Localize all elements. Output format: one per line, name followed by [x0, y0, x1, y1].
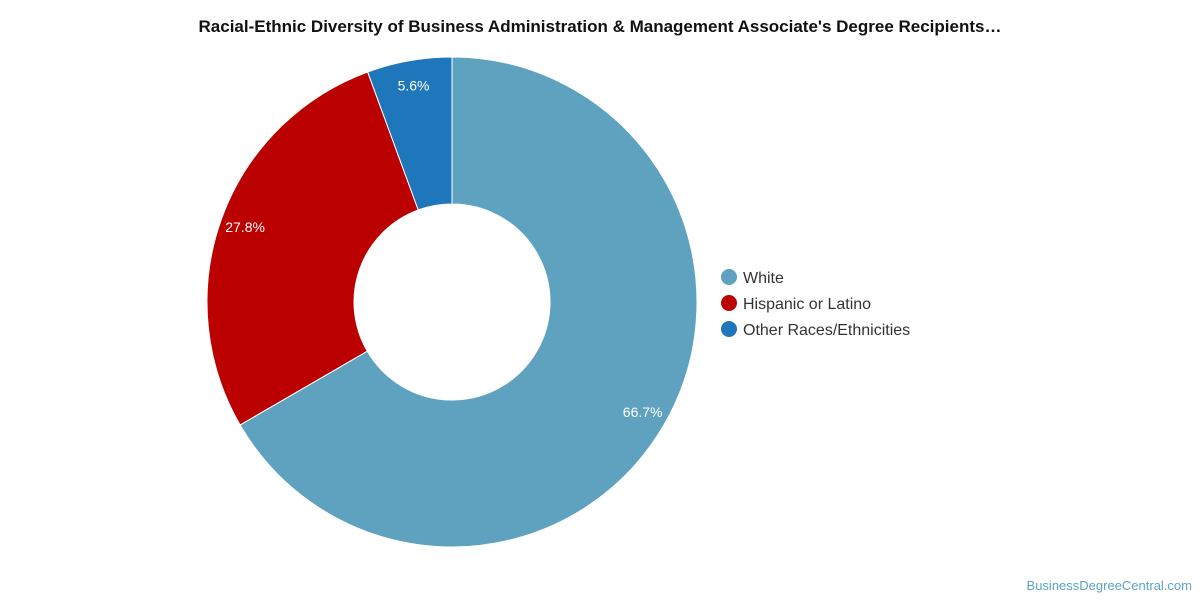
- legend-label-white: White: [743, 270, 784, 287]
- slice-labels-layer: 66.7% 27.8% 5.6%: [225, 77, 662, 419]
- legend-label-other-races-ethnicities: Other Races/Ethnicities: [743, 322, 910, 339]
- slice-label-hispanic-or-latino: 27.8%: [225, 219, 265, 235]
- slices-layer: [206, 56, 698, 548]
- watermark[interactable]: BusinessDegreeCentral.com: [1026, 578, 1192, 593]
- legend: White Hispanic or Latino Other Races/Ethni…: [721, 269, 910, 339]
- slice-white[interactable]: [239, 56, 698, 548]
- chart-title: Racial-Ethnic Diversity of Business Admi…: [198, 17, 1002, 36]
- legend-swatch-hispanic-or-latino: [721, 295, 737, 311]
- legend-item-other-races-ethnicities[interactable]: Other Races/Ethnicities: [721, 321, 910, 339]
- legend-swatch-white: [721, 269, 737, 285]
- legend-swatch-other-races-ethnicities: [721, 321, 737, 337]
- slice-hispanic-or-latino[interactable]: [206, 71, 419, 426]
- slice-other-races-ethnicities[interactable]: [367, 56, 453, 211]
- legend-item-white[interactable]: White: [721, 269, 784, 287]
- legend-item-hispanic-or-latino[interactable]: Hispanic or Latino: [721, 295, 871, 313]
- slice-label-other-races-ethnicities: 5.6%: [398, 77, 430, 93]
- legend-label-hispanic-or-latino: Hispanic or Latino: [743, 296, 871, 313]
- slice-label-white: 66.7%: [623, 404, 663, 420]
